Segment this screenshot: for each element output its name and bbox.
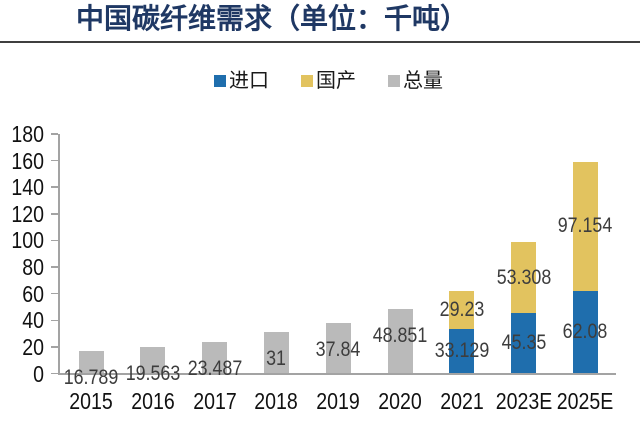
y-axis-tick [51, 186, 58, 188]
y-axis-label: 160 [11, 147, 44, 174]
data-label-total: 31 [266, 347, 287, 371]
legend-label-total: 总量 [403, 70, 443, 92]
x-axis-label: 2023E [495, 388, 552, 414]
data-label-import: 45.35 [501, 331, 546, 355]
bar-import-segment [449, 329, 475, 374]
y-axis-label: 100 [11, 227, 44, 254]
x-axis-label: 2020 [378, 388, 422, 414]
x-axis-label: 2018 [254, 388, 299, 414]
y-axis-tick [51, 133, 58, 135]
data-label-total: 19.563 [125, 362, 181, 386]
y-axis-tick [51, 292, 58, 295]
bar-domestic-segment [511, 242, 537, 314]
legend: 进口 国产 总量 [214, 71, 443, 91]
data-label-total: 48.851 [372, 323, 428, 347]
import-swatch-icon [214, 75, 226, 87]
bar-import-segment [572, 290, 598, 374]
domestic-swatch-icon [301, 75, 313, 87]
y-axis-label: 120 [11, 200, 44, 227]
x-axis-label: 2015 [69, 388, 113, 414]
chart-title: 中国碳纤维需求（单位：千吨） [76, 4, 469, 35]
data-label-domestic: 53.308 [496, 265, 551, 289]
bar-total [78, 351, 104, 374]
title-divider [0, 41, 640, 43]
x-axis-line [58, 372, 616, 375]
bar-domestic-segment [449, 290, 475, 330]
y-axis-label: 60 [22, 280, 44, 307]
data-label-import: 33.129 [434, 339, 490, 363]
y-axis-label: 80 [22, 254, 44, 281]
legend-item-total: 总量 [388, 71, 443, 91]
data-label-import: 62.08 [563, 320, 608, 344]
total-swatch-icon [388, 75, 400, 87]
data-label-total: 16.789 [63, 366, 119, 390]
bar-total [202, 342, 228, 374]
y-axis-line [58, 134, 60, 375]
data-label-domestic: 97.154 [558, 214, 613, 238]
x-axis-label: 2016 [131, 388, 175, 414]
x-axis-label: 2017 [192, 388, 237, 414]
y-axis-label: 0 [33, 360, 44, 387]
y-axis-tick [51, 213, 58, 215]
data-label-total: 37.84 [315, 338, 361, 362]
y-axis-tick [51, 239, 58, 242]
data-label-total: 23.487 [187, 357, 242, 381]
legend-label-domestic: 国产 [316, 70, 356, 92]
y-axis-tick [51, 266, 58, 268]
y-axis-tick [51, 159, 58, 162]
legend-item-import: 进口 [214, 71, 269, 91]
y-axis-tick [51, 346, 58, 348]
bar-total [140, 347, 166, 374]
bar-import-segment [511, 313, 537, 374]
y-axis-tick [51, 319, 58, 322]
y-axis-label: 20 [22, 333, 44, 360]
x-axis-label: 2019 [316, 388, 360, 414]
bar-total [325, 323, 351, 374]
y-axis-label: 180 [11, 121, 44, 147]
y-axis-label: 140 [11, 174, 44, 201]
y-axis-tick [51, 372, 58, 375]
legend-label-import: 进口 [229, 70, 269, 92]
legend-item-domestic: 国产 [301, 71, 356, 91]
x-axis-label: 2021 [440, 388, 484, 414]
data-label-domestic: 29.23 [439, 297, 485, 321]
bar-total [263, 332, 289, 374]
bar-total [387, 308, 413, 374]
x-axis-label: 2025E [557, 388, 614, 414]
bar-domestic-segment [572, 161, 598, 291]
y-axis-label: 40 [22, 307, 44, 334]
